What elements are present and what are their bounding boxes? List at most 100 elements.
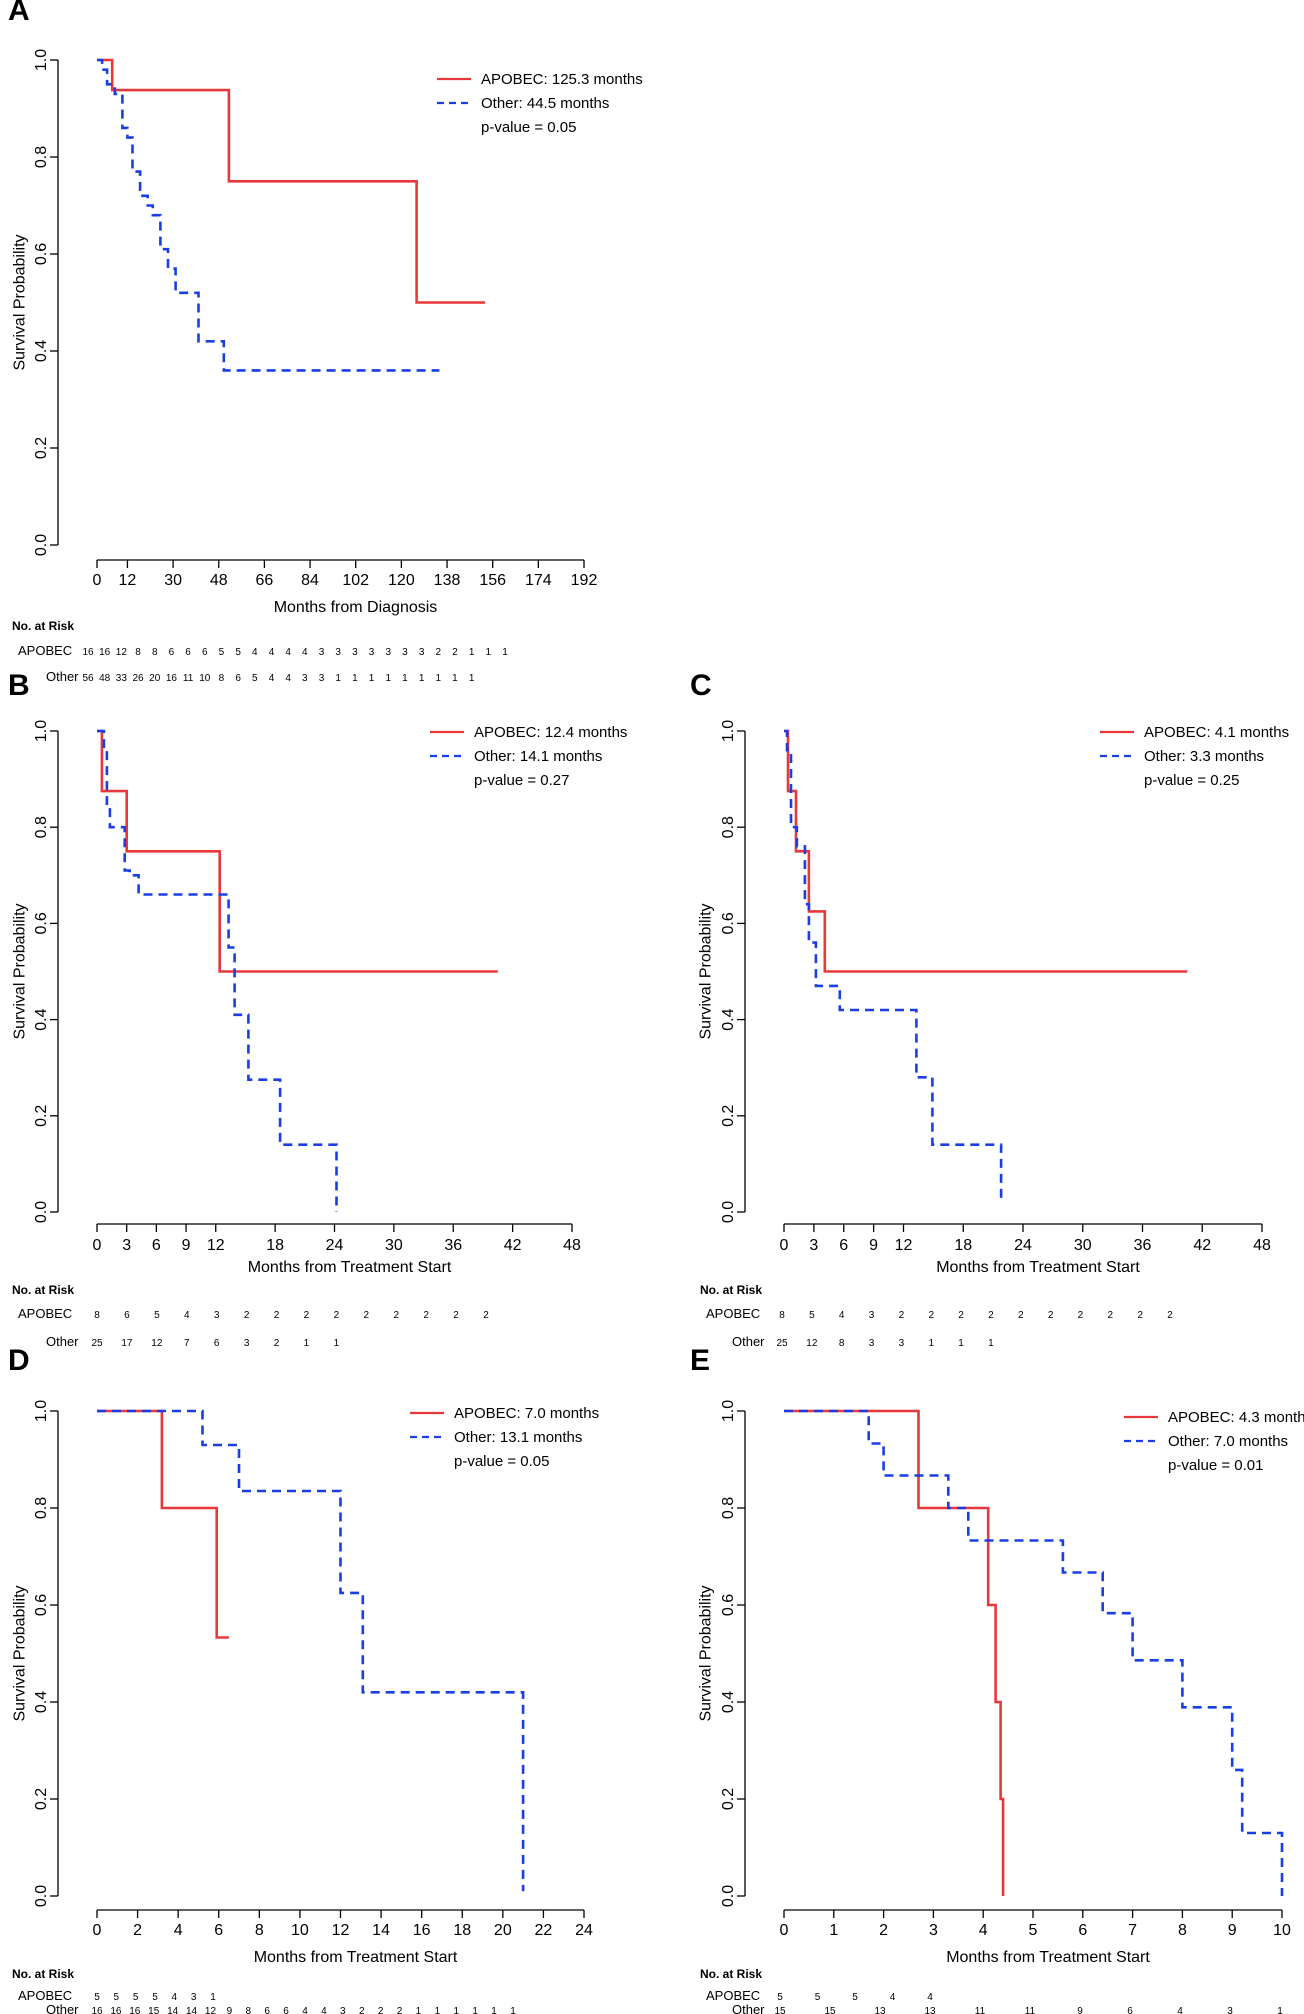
p-value: p-value = 0.05: [454, 1453, 550, 1470]
risk-count: 13: [924, 2006, 936, 2014]
risk-count: 3: [319, 673, 325, 684]
x-tick-label: 36: [1134, 1237, 1152, 1254]
x-tick-label: 3: [122, 1237, 131, 1254]
risk-count: 3: [869, 1310, 875, 1321]
y-tick-label: 0.4: [33, 1008, 50, 1030]
legend: APOBEC: 4.3 months Other: 7.0 months p-val…: [1124, 1409, 1304, 1474]
x-axis-title: Months from Diagnosis: [274, 599, 438, 616]
risk-count: 15: [824, 2006, 836, 2014]
x-tick-label: 102: [342, 572, 369, 589]
risk-row-label: APOBEC: [18, 1988, 72, 2003]
risk-count: 33: [116, 673, 128, 684]
x-tick-label: 0: [93, 572, 102, 589]
risk-count: 2: [393, 1310, 399, 1321]
risk-count: 1: [352, 673, 358, 684]
x-tick-label: 66: [256, 572, 274, 589]
x-tick-label: 48: [210, 572, 228, 589]
risk-count: 1: [402, 673, 408, 684]
risk-count: 3: [369, 647, 375, 658]
x-tick-label: 0: [780, 1237, 789, 1254]
risk-count: 2: [988, 1310, 994, 1321]
risk-count: 1: [419, 673, 425, 684]
risk-count: 4: [321, 2006, 327, 2014]
panel-b: B 0.0 0.2 0.4 0.6 0.8 1.0 Survival Probability 0…: [8, 669, 627, 1349]
risk-count: 8: [94, 1310, 100, 1321]
y-tick-label: 0.8: [720, 1497, 737, 1519]
y-axis-title: Survival Probability: [697, 903, 714, 1039]
x-tick-label: 36: [444, 1237, 462, 1254]
x-tick-label: 48: [1253, 1237, 1271, 1254]
risk-count: 8: [779, 1310, 785, 1321]
risk-count: 4: [302, 647, 308, 658]
x-tick-label: 6: [839, 1237, 848, 1254]
risk-count: 2: [423, 1310, 429, 1321]
x-tick-label: 10: [1273, 1922, 1291, 1939]
x-tick-label: 14: [372, 1922, 390, 1939]
legend-entry: Other: 7.0 months: [1168, 1433, 1288, 1450]
legend-entry: APOBEC: 12.4 months: [474, 724, 627, 741]
risk-count: 4: [927, 1992, 933, 2003]
panel-letter: D: [8, 1344, 30, 1377]
risk-count: 6: [235, 673, 241, 684]
risk-count: 8: [152, 647, 158, 658]
x-axis-title: Months from Treatment Start: [248, 1259, 452, 1276]
risk-count: 16: [91, 2006, 103, 2014]
risk-count: 10: [199, 673, 211, 684]
risk-count: 2: [928, 1310, 934, 1321]
y-tick-label: 0.6: [720, 912, 737, 934]
y-tick-label: 0.6: [33, 243, 50, 265]
y-axis-title: Survival Probability: [11, 903, 28, 1039]
p-value: p-value = 0.25: [1144, 772, 1240, 789]
y-axis-title: Survival Probability: [697, 1585, 714, 1721]
risk-count: 8: [219, 673, 225, 684]
risk-count: 4: [269, 673, 275, 684]
x-tick-label: 120: [388, 572, 415, 589]
risk-count: 2: [483, 1310, 489, 1321]
x-tick-label: 5: [1029, 1922, 1038, 1939]
y-tick-label: 0.2: [33, 437, 50, 459]
risk-count: 8: [839, 1338, 845, 1349]
risk-row-label: APOBEC: [706, 1306, 760, 1321]
x-tick-label: 10: [291, 1922, 309, 1939]
y-tick-label: 0.0: [720, 1885, 737, 1907]
risk-count: 6: [202, 647, 208, 658]
risk-count: 4: [302, 2006, 308, 2014]
risk-row-label: Other: [732, 2002, 765, 2014]
panel-letter: B: [8, 669, 30, 702]
risk-count: 16: [166, 673, 178, 684]
x-tick-label: 9: [1228, 1922, 1237, 1939]
risk-count: 12: [806, 1338, 818, 1349]
risk-count: 3: [340, 2006, 346, 2014]
series-line-apobec: [784, 1409, 1005, 1896]
risk-count: 12: [205, 2006, 217, 2014]
x-tick-label: 30: [164, 572, 182, 589]
risk-count: 2: [364, 1310, 370, 1321]
risk-count: 6: [169, 647, 175, 658]
y-tick-label: 0.4: [33, 1691, 50, 1713]
risk-count: 4: [269, 647, 275, 658]
risk-count: 20: [149, 673, 161, 684]
x-tick-label: 6: [214, 1922, 223, 1939]
risk-count: 1: [472, 2006, 478, 2014]
risk-count: 3: [899, 1338, 905, 1349]
risk-count: 2: [1108, 1310, 1114, 1321]
risk-count: 5: [235, 647, 241, 658]
x-tick-label: 18: [453, 1922, 471, 1939]
risk-count: 2: [958, 1310, 964, 1321]
x-tick-label: 8: [1178, 1922, 1187, 1939]
x-tick-label: 0: [93, 1237, 102, 1254]
x-tick-label: 9: [869, 1237, 878, 1254]
panel-a: A 0.0 0.2 0.4 0.6 0.8 1.0 Survival Probability 0…: [8, 0, 643, 684]
risk-count: 4: [172, 1992, 178, 2003]
x-tick-label: 16: [413, 1922, 431, 1939]
risk-count: 11: [1025, 2006, 1036, 2014]
x-axis-title: Months from Treatment Start: [254, 1949, 458, 1966]
risk-count: 1: [335, 673, 341, 684]
risk-count: 6: [283, 2006, 289, 2014]
x-tick-label: 12: [207, 1237, 225, 1254]
risk-count: 1: [334, 1338, 340, 1349]
x-axis-title: Months from Treatment Start: [936, 1259, 1140, 1276]
y-tick-label: 0.0: [33, 1201, 50, 1223]
p-value: p-value = 0.01: [1168, 1457, 1264, 1474]
risk-count: 1: [385, 673, 391, 684]
